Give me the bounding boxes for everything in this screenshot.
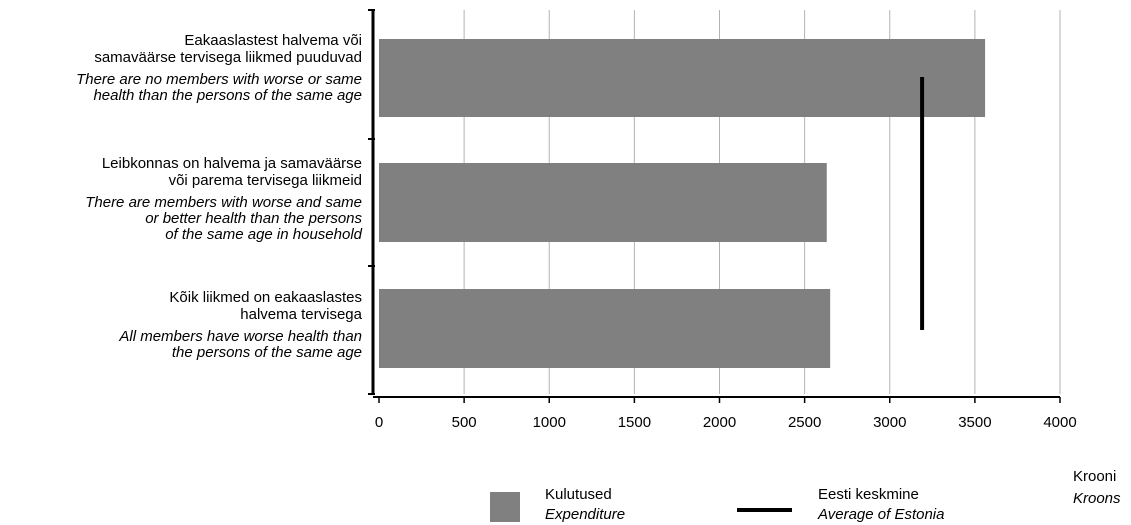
category-label-1-et-line-2: samaväärse tervisega liikmed puuduvad <box>94 49 362 66</box>
legend-expenditure-label: Kulutused <box>545 486 612 503</box>
category-label-1-en-line-2: health than the persons of the same age <box>93 87 362 104</box>
category-label-1-et-line-1: Eakaaslastest halvema või <box>184 32 362 49</box>
x-tick-label-1500: 1500 <box>618 414 651 431</box>
category-label-2-et-line-2: või parema tervisega liikmeid <box>168 172 362 189</box>
legend-expenditure-swatch <box>490 492 520 522</box>
x-tick-label-2000: 2000 <box>703 414 736 431</box>
bar-chart: 0 500 1000 1500 2000 2500 3000 3500 4000 <box>368 9 1077 431</box>
legend-average: Eesti keskmine Average of Estonia <box>818 485 944 525</box>
x-tick-label-2500: 2500 <box>788 414 821 431</box>
category-label-1-en-line-1: There are no members with worse or same <box>76 71 362 88</box>
x-tick-label-1000: 1000 <box>533 414 566 431</box>
legend-expenditure: Kulutused Expenditure <box>545 485 625 525</box>
category-label-2-en-line-3: of the same age in household <box>165 226 362 243</box>
category-label-2-en-line-1: There are members with worse and same <box>85 194 362 211</box>
category-label-3-et-line-2: halvema tervisega <box>240 306 362 323</box>
x-unit-label: Krooni <box>1073 468 1117 485</box>
legend-average-label-en: Average of Estonia <box>818 506 945 523</box>
x-tick-label-4000: 4000 <box>1043 414 1076 431</box>
bar-1 <box>379 39 986 117</box>
category-label-3-en-line-1: All members have worse health than <box>119 328 362 345</box>
category-label-3-en-line-2: the persons of the same age <box>171 344 362 361</box>
bar-3 <box>379 289 831 368</box>
category-label-3-et-line-1: Kõik liikmed on eakaaslastes <box>169 289 362 306</box>
legend-average-label: Eesti keskmine <box>818 486 919 503</box>
legend-average-swatch <box>737 508 792 512</box>
category-label-2-et-line-1: Leibkonnas on halvema ja samaväärse <box>101 155 362 172</box>
bar-2 <box>379 163 827 242</box>
legend-expenditure-label-en: Expenditure <box>545 506 626 523</box>
x-tick-label-3500: 3500 <box>958 414 991 431</box>
x-tick-label-0: 0 <box>375 414 383 431</box>
x-tick-label-3000: 3000 <box>873 414 906 431</box>
category-label-2-en-line-2: or better health than the persons <box>145 210 362 227</box>
x-tick-label-500: 500 <box>452 414 477 431</box>
